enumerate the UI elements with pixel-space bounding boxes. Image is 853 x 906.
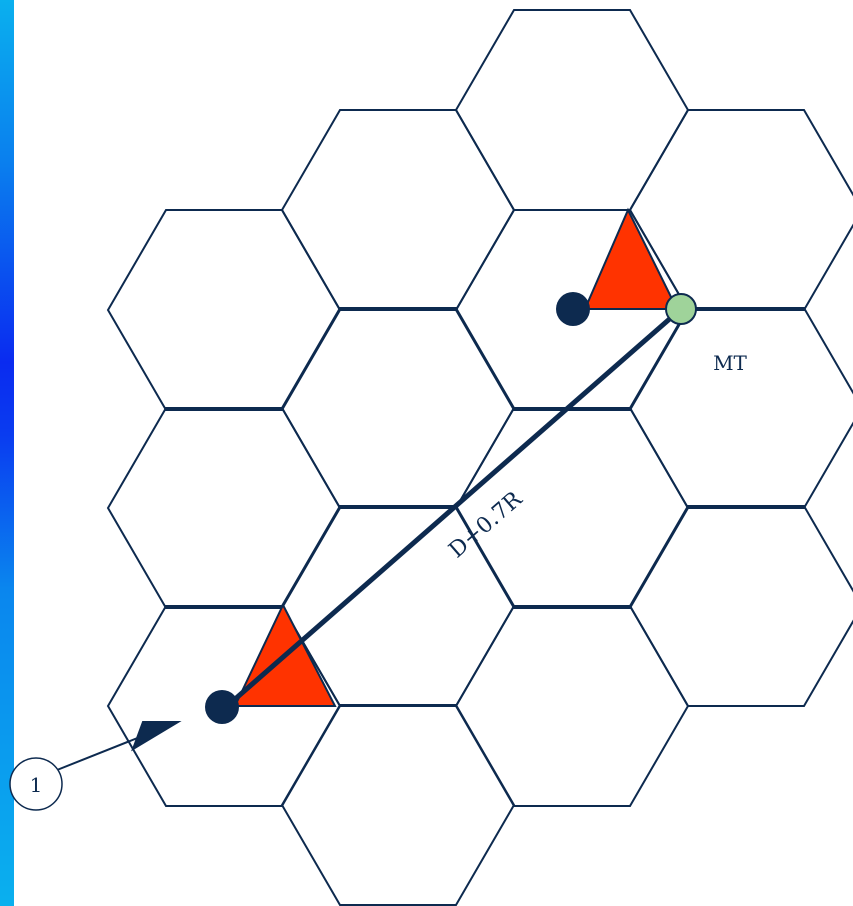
- serving-sector-triangle: [583, 207, 679, 310]
- hex-cell: [106, 407, 342, 609]
- callout-number: 1: [30, 773, 43, 797]
- callout-arrow-line: [56, 732, 151, 771]
- hex-cell-grid: [106, 9, 853, 906]
- distance-label: D+0.7R: [444, 486, 528, 563]
- interfering-base-station-icon: [205, 690, 239, 724]
- hex-cell: [280, 704, 516, 906]
- hex-cell: [280, 109, 516, 311]
- hex-cell: [106, 209, 342, 411]
- side-bar: [0, 0, 14, 906]
- hex-cell: [454, 605, 690, 807]
- callout-circle: [9, 757, 63, 811]
- callout-arrow-head-icon: [131, 721, 182, 752]
- mobile-terminal-icon: [665, 293, 697, 325]
- serving-base-station-icon: [556, 292, 590, 326]
- distance-line: [224, 307, 683, 709]
- hex-cell: [280, 307, 516, 509]
- hex-cell: [628, 505, 853, 707]
- hex-cell: [628, 307, 853, 509]
- mobile-terminal-label: MT: [713, 351, 747, 375]
- hex-cell: [454, 9, 690, 211]
